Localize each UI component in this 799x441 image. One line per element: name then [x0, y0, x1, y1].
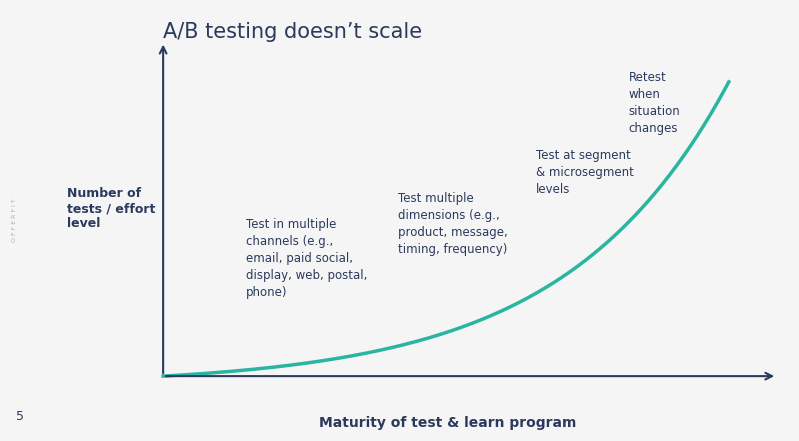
- Text: Maturity of test & learn program: Maturity of test & learn program: [319, 416, 576, 430]
- Text: Test at segment
& microsegment
levels: Test at segment & microsegment levels: [535, 149, 634, 195]
- Text: Test multiple
dimensions (e.g.,
product, message,
timing, frequency): Test multiple dimensions (e.g., product,…: [398, 192, 507, 256]
- Text: A/B testing doesn’t scale: A/B testing doesn’t scale: [163, 22, 422, 42]
- Text: Number of
tests / effort
level: Number of tests / effort level: [66, 187, 155, 231]
- Text: Retest
when
situation
changes: Retest when situation changes: [629, 71, 681, 135]
- Text: O F F E R F I T: O F F E R F I T: [12, 198, 17, 243]
- Text: 5: 5: [16, 411, 24, 423]
- Text: Test in multiple
channels (e.g.,
email, paid social,
display, web, postal,
phone: Test in multiple channels (e.g., email, …: [246, 218, 368, 299]
